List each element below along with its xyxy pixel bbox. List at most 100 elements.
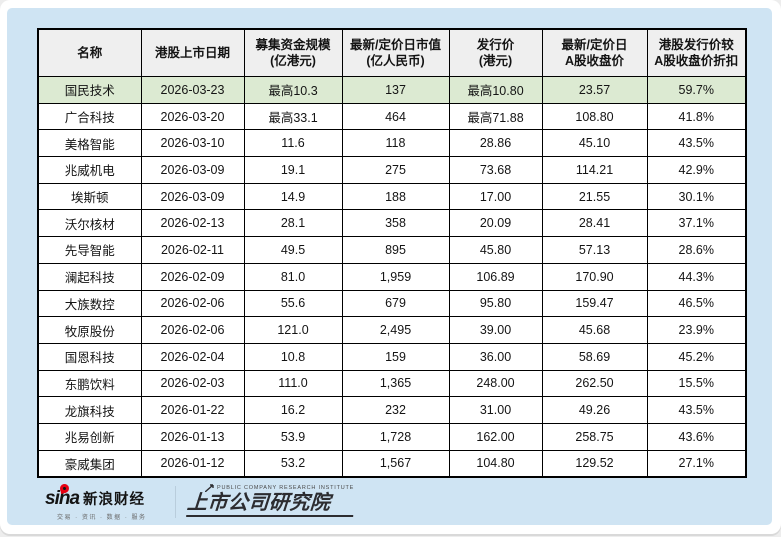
cell-listing-date: 2026-03-09 <box>140 156 245 184</box>
cell-issue-price: 28.86 <box>448 129 543 158</box>
table-row: 龙旗科技 2026-01-22 16.2 232 31.00 49.26 43.… <box>37 396 747 424</box>
cell-funds-raised: 121.0 <box>243 316 343 344</box>
cell-name: 国恩科技 <box>37 342 142 371</box>
col-header-funds-raised: 募集资金规模 (亿港元) <box>243 28 343 77</box>
cell-listing-date: 2026-03-23 <box>140 76 245 104</box>
cell-discount: 23.9% <box>646 316 747 344</box>
header-row: 名称 港股上市日期 募集资金规模 (亿港元) 最新/定价日市值 (亿人民币) 发… <box>37 28 747 77</box>
cell-discount: 44.3% <box>646 262 747 291</box>
cell-name: 牧原股份 <box>37 316 142 344</box>
col-header-issue-price: 发行价 (港元) <box>448 28 543 77</box>
cell-listing-date: 2026-01-12 <box>140 449 245 478</box>
institute-english-label: PUBLIC COMPANY RESEARCH INSTITUTE <box>187 484 354 492</box>
cell-issue-price: 17.00 <box>448 182 543 211</box>
cell-discount: 28.6% <box>646 236 747 264</box>
cell-market-cap: 895 <box>341 236 450 264</box>
cell-discount: 37.1% <box>646 209 747 238</box>
cell-funds-raised: 最高10.3 <box>243 76 343 104</box>
table-row: 澜起科技 2026-02-09 81.0 1,959 106.89 170.90… <box>37 262 747 291</box>
table-row: 兆威机电 2026-03-09 19.1 275 73.68 114.21 42… <box>37 156 747 184</box>
table-row: 沃尔核材 2026-02-13 28.1 358 20.09 28.41 37.… <box>37 209 747 238</box>
cell-funds-raised: 111.0 <box>243 369 343 398</box>
cell-funds-raised: 10.8 <box>243 342 343 371</box>
col-header-a-share-close: 最新/定价日 A股收盘价 <box>541 28 648 77</box>
cell-listing-date: 2026-02-04 <box>140 342 245 371</box>
table-row: 国恩科技 2026-02-04 10.8 159 36.00 58.69 45.… <box>37 342 747 371</box>
cell-issue-price: 95.80 <box>448 289 543 318</box>
cell-market-cap: 275 <box>341 156 450 184</box>
cell-a-share-close: 170.90 <box>541 262 648 291</box>
institute-logo: PUBLIC COMPANY RESEARCH INSTITUTE 上市公司研究… <box>186 484 356 517</box>
cell-discount: 27.1% <box>646 449 747 478</box>
cell-name: 美格智能 <box>37 129 142 158</box>
cell-listing-date: 2026-02-03 <box>140 369 245 398</box>
cell-a-share-close: 108.80 <box>541 102 648 131</box>
cell-issue-price: 106.89 <box>448 262 543 291</box>
institute-name-text: 上市公司研究院 <box>186 492 356 517</box>
cell-name: 广合科技 <box>37 102 142 131</box>
cell-market-cap: 2,495 <box>341 316 450 344</box>
cell-name: 龙旗科技 <box>37 396 142 424</box>
cell-a-share-close: 258.75 <box>541 422 648 451</box>
cell-issue-price: 36.00 <box>448 342 543 371</box>
cell-issue-price: 248.00 <box>448 369 543 398</box>
cell-funds-raised: 53.9 <box>243 422 343 451</box>
cell-listing-date: 2026-02-11 <box>140 236 245 264</box>
cell-a-share-close: 45.10 <box>541 129 648 158</box>
table-row: 国民技术 2026-03-23 最高10.3 137 最高10.80 23.57… <box>37 76 747 104</box>
table-row: 广合科技 2026-03-20 最高33.1 464 最高71.88 108.8… <box>37 102 747 131</box>
institute-english-text: PUBLIC COMPANY RESEARCH INSTITUTE <box>217 485 355 491</box>
sina-brand-text: 新浪财经 <box>83 492 146 508</box>
cell-funds-raised: 11.6 <box>243 129 343 158</box>
cell-name: 豪威集团 <box>37 449 142 478</box>
cell-funds-raised: 14.9 <box>243 182 343 211</box>
cell-discount: 59.7% <box>646 76 747 104</box>
arrow-icon <box>205 484 214 492</box>
table-row: 美格智能 2026-03-10 11.6 118 28.86 45.10 43.… <box>37 129 747 158</box>
sina-tagline: 交易 · 资讯 · 数据 · 服务 <box>57 515 147 521</box>
cell-a-share-close: 159.47 <box>541 289 648 318</box>
cell-listing-date: 2026-02-06 <box>140 289 245 318</box>
cell-issue-price: 73.68 <box>448 156 543 184</box>
cell-discount: 43.5% <box>646 129 747 158</box>
cell-funds-raised: 28.1 <box>243 209 343 238</box>
cell-issue-price: 162.00 <box>448 422 543 451</box>
cell-market-cap: 679 <box>341 289 450 318</box>
cell-market-cap: 1,728 <box>341 422 450 451</box>
table-body: 国民技术 2026-03-23 最高10.3 137 最高10.80 23.57… <box>37 76 747 478</box>
col-header-discount: 港股发行价较 A股收盘价折扣 <box>646 28 747 77</box>
sina-logo-text: sina <box>45 488 80 509</box>
cell-a-share-close: 57.13 <box>541 236 648 264</box>
col-header-name: 名称 <box>37 28 142 77</box>
cell-market-cap: 464 <box>341 102 450 131</box>
cell-issue-price: 39.00 <box>448 316 543 344</box>
cell-issue-price: 104.80 <box>448 449 543 478</box>
cell-discount: 43.5% <box>646 396 747 424</box>
cell-discount: 46.5% <box>646 289 747 318</box>
table-row: 兆易创新 2026-01-13 53.9 1,728 162.00 258.75… <box>37 422 747 451</box>
cell-name: 沃尔核材 <box>37 209 142 238</box>
cell-discount: 15.5% <box>646 369 747 398</box>
col-header-market-cap: 最新/定价日市值 (亿人民币) <box>341 28 450 77</box>
cell-issue-price: 最高10.80 <box>448 76 543 104</box>
table-row: 埃斯顿 2026-03-09 14.9 188 17.00 21.55 30.1… <box>37 182 747 211</box>
cell-name: 兆易创新 <box>37 422 142 451</box>
cell-name: 兆威机电 <box>37 156 142 184</box>
cell-market-cap: 118 <box>341 129 450 158</box>
table-row: 先导智能 2026-02-11 49.5 895 45.80 57.13 28.… <box>37 236 747 264</box>
table-row: 大族数控 2026-02-06 55.6 679 95.80 159.47 46… <box>37 289 747 318</box>
cell-listing-date: 2026-02-09 <box>140 262 245 291</box>
sina-finance-logo: sina 新浪财经 交易 · 资讯 · 数据 · 服务 <box>45 482 167 521</box>
cell-name: 埃斯顿 <box>37 182 142 211</box>
cell-name: 国民技术 <box>37 76 142 104</box>
cell-listing-date: 2026-02-13 <box>140 209 245 238</box>
cell-market-cap: 358 <box>341 209 450 238</box>
cell-issue-price: 20.09 <box>448 209 543 238</box>
cell-funds-raised: 53.2 <box>243 449 343 478</box>
cell-a-share-close: 114.21 <box>541 156 648 184</box>
cell-market-cap: 159 <box>341 342 450 371</box>
cell-market-cap: 1,567 <box>341 449 450 478</box>
cell-discount: 43.6% <box>646 422 747 451</box>
cell-listing-date: 2026-01-22 <box>140 396 245 424</box>
